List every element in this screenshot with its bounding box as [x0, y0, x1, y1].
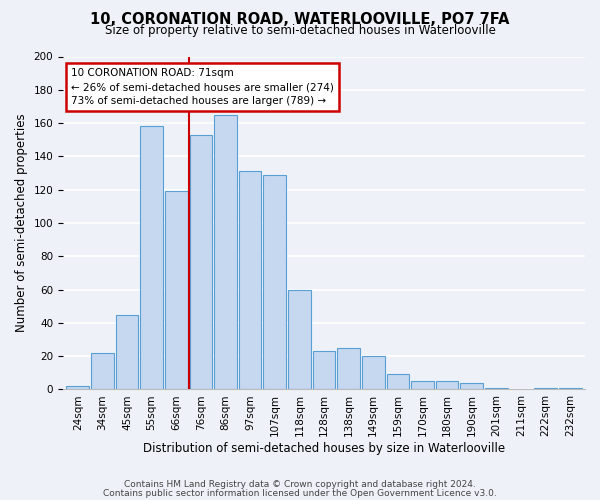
Bar: [288, 290, 311, 390]
Bar: [263, 174, 286, 390]
Bar: [165, 192, 188, 390]
Text: Size of property relative to semi-detached houses in Waterlooville: Size of property relative to semi-detach…: [104, 24, 496, 37]
Bar: [534, 388, 557, 390]
Bar: [91, 353, 114, 390]
Bar: [116, 314, 139, 390]
Bar: [362, 356, 385, 390]
X-axis label: Distribution of semi-detached houses by size in Waterlooville: Distribution of semi-detached houses by …: [143, 442, 505, 455]
Y-axis label: Number of semi-detached properties: Number of semi-detached properties: [15, 114, 28, 332]
Bar: [67, 386, 89, 390]
Text: Contains HM Land Registry data © Crown copyright and database right 2024.: Contains HM Land Registry data © Crown c…: [124, 480, 476, 489]
Bar: [337, 348, 360, 390]
Bar: [140, 126, 163, 390]
Bar: [214, 115, 237, 390]
Bar: [559, 388, 581, 390]
Bar: [460, 383, 483, 390]
Bar: [485, 388, 508, 390]
Text: Contains public sector information licensed under the Open Government Licence v3: Contains public sector information licen…: [103, 488, 497, 498]
Text: 10, CORONATION ROAD, WATERLOOVILLE, PO7 7FA: 10, CORONATION ROAD, WATERLOOVILLE, PO7 …: [90, 12, 510, 28]
Bar: [436, 381, 458, 390]
Bar: [190, 134, 212, 390]
Bar: [411, 381, 434, 390]
Text: 10 CORONATION ROAD: 71sqm
← 26% of semi-detached houses are smaller (274)
73% of: 10 CORONATION ROAD: 71sqm ← 26% of semi-…: [71, 68, 334, 106]
Bar: [313, 351, 335, 390]
Bar: [239, 172, 262, 390]
Bar: [386, 374, 409, 390]
